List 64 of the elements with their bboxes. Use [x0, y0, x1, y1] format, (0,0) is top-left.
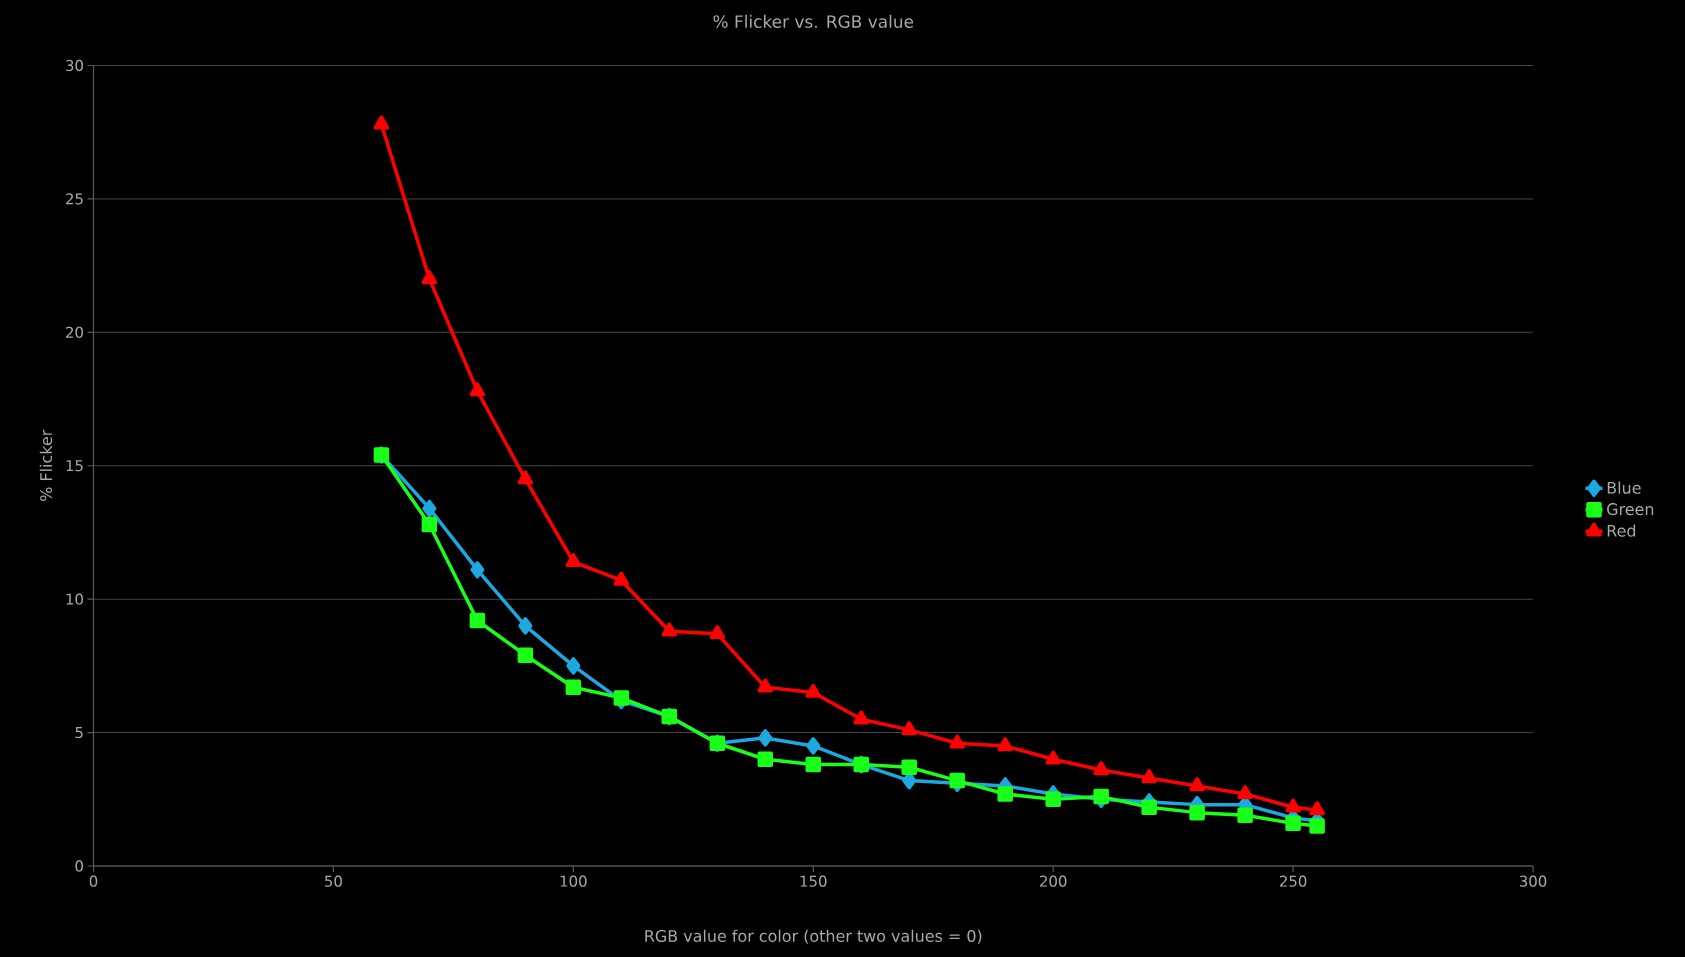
x-tick-label: 200: [1040, 875, 1067, 887]
point: [661, 622, 678, 637]
point: [518, 617, 533, 635]
point: [757, 751, 774, 768]
point: [470, 561, 485, 579]
x-tick-label: 150: [800, 875, 827, 887]
point: [1045, 750, 1061, 765]
point: [1237, 785, 1253, 800]
point: [565, 553, 582, 568]
point: [997, 737, 1014, 752]
point: [853, 710, 870, 725]
point: [1189, 804, 1205, 821]
x-tick-label: 300: [1519, 875, 1547, 887]
y-tick-label: 15: [66, 460, 83, 472]
point: [613, 690, 630, 706]
point: [421, 516, 438, 533]
point: [901, 721, 918, 736]
point: [758, 729, 773, 747]
point: [1285, 815, 1301, 832]
point: [517, 470, 534, 485]
point: [517, 647, 534, 663]
point: [901, 759, 917, 776]
x-tick-label: 100: [560, 875, 587, 887]
point: [1141, 799, 1157, 816]
point: [949, 772, 965, 789]
point: [1093, 788, 1109, 805]
point: [1237, 807, 1253, 824]
point: [421, 270, 438, 285]
point: [1285, 798, 1301, 813]
point: [1141, 769, 1157, 784]
point: [1189, 777, 1205, 792]
point: [373, 115, 390, 130]
y-tick-label: 30: [66, 59, 83, 72]
point: [805, 683, 822, 698]
x-axis-title: RGB value for color (other two values = 0): [645, 929, 982, 944]
point: [1045, 791, 1061, 808]
y-tick-label: 20: [66, 326, 83, 338]
point: [757, 678, 774, 693]
point: [1309, 818, 1325, 834]
point: [997, 786, 1013, 802]
legend-label: Green: [1607, 503, 1654, 516]
x-tick-label: 0: [89, 875, 98, 887]
y-tick-label: 0: [75, 860, 83, 872]
point: [709, 625, 726, 640]
point: [469, 612, 486, 629]
chart-title: % Flicker vs. RGB value: [713, 14, 914, 28]
point: [613, 571, 630, 586]
y-tick-label: 5: [75, 727, 83, 739]
y-tick-label: 10: [66, 593, 83, 605]
x-tick-label: 50: [325, 875, 342, 887]
point: [469, 382, 486, 397]
y-axis-title: % Flicker: [39, 429, 53, 501]
legend-label: Blue: [1607, 481, 1641, 494]
point: [805, 756, 822, 773]
point: [566, 657, 581, 675]
x-tick-label: 250: [1279, 875, 1307, 887]
legend-label: Red: [1607, 524, 1636, 537]
y-tick-label: 25: [66, 193, 83, 205]
point: [1093, 761, 1109, 776]
point: [422, 499, 437, 518]
point: [949, 734, 966, 749]
point: [1309, 801, 1325, 816]
point: [806, 737, 821, 755]
point: [565, 679, 582, 695]
